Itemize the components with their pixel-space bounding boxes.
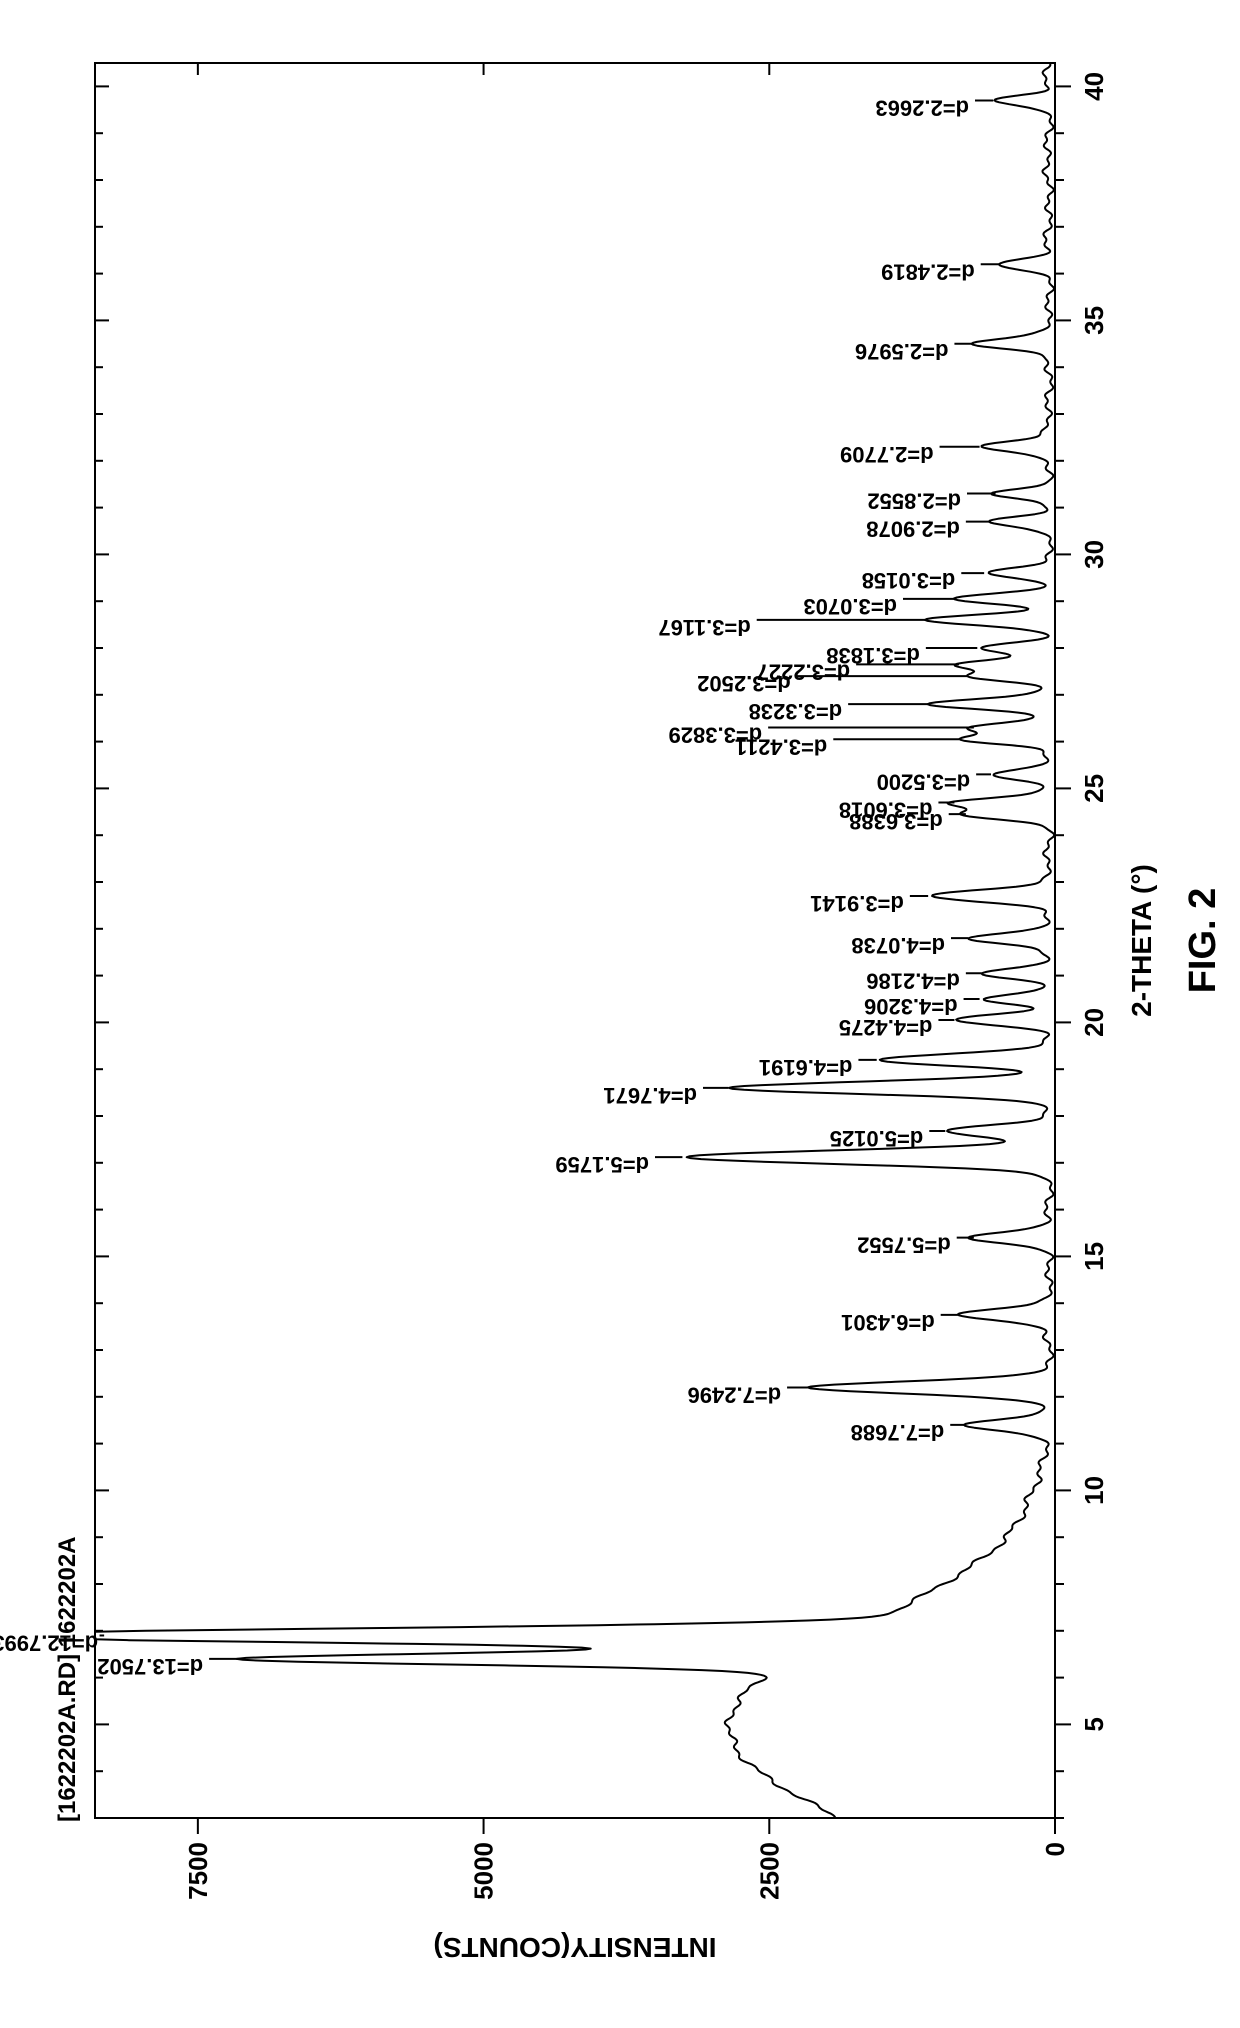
peak-d-label: d=2.7709 [840,442,934,467]
peak-d-label: d=7.7688 [851,1420,945,1445]
x-tick-label: 15 [1079,1242,1109,1271]
peak-d-label: d=4.2186 [866,968,960,993]
x-tick-label: 40 [1079,72,1109,101]
peak-d-label: d=12.7993 [0,1630,98,1655]
y-axis-label: INTENSITY(COUNTS) [433,1932,716,1963]
peak-d-label: d=3.9141 [810,891,904,916]
xrd-plot-svg: 5 10 15 20 25 30 35 40 2-THETA (°) 0 2500 5000 7500 I… [0,0,1240,2028]
peak-d-label: d=3.5200 [877,769,971,794]
y-tick-label: 2500 [754,1842,784,1900]
peak-d-label: d=3.3238 [749,699,843,724]
figure-caption: FIG. 2 [1182,888,1224,994]
peak-d-label: d=5.0125 [830,1126,924,1151]
x-axis-label: 2-THETA (°) [1126,864,1157,1017]
peak-d-label: d=4.6191 [759,1055,853,1080]
peak-d-label: d=2.8552 [867,489,961,514]
peak-d-label: d=3.0158 [862,568,956,593]
peak-d-label: d=4.3206 [864,994,958,1019]
source-label: [1622202A.RD] 1622202A [54,1536,81,1822]
peak-d-label: d=4.0738 [851,933,945,958]
peak-d-label: d=3.0703 [803,594,897,619]
x-tick-label: 35 [1079,306,1109,335]
peak-d-label: d=3.6018 [839,797,933,822]
x-tick-label: 25 [1079,774,1109,803]
x-tick-label: 20 [1079,1008,1109,1037]
figure-stage: 5 10 15 20 25 30 35 40 2-THETA (°) 0 2500 5000 7500 I… [0,0,1240,2028]
peak-d-label: d=4.7671 [603,1083,697,1108]
x-tick-label: 10 [1079,1476,1109,1505]
y-tick-label: 5000 [469,1842,499,1900]
peak-d-label: d=3.3829 [669,723,763,748]
x-tick-label: 30 [1079,540,1109,569]
peak-d-label: d=3.1838 [826,643,920,668]
peak-d-label: d=2.4819 [881,259,975,284]
peak-d-label: d=13.7502 [97,1654,203,1679]
y-tick-label: 0 [1040,1842,1070,1856]
peak-d-label: d=2.5976 [855,339,949,364]
peak-d-label: d=6.4301 [841,1310,935,1335]
peak-d-label: d=3.1167 [658,615,750,640]
x-tick-label: 5 [1079,1717,1109,1731]
peak-d-label: d=5.1759 [555,1152,649,1177]
peak-d-label: d=7.2496 [688,1382,782,1407]
peak-d-label: d=5.7552 [857,1233,951,1258]
y-tick-label: 7500 [183,1842,213,1900]
peak-d-label: d=2.2663 [875,95,969,120]
peak-d-label: d=2.9078 [866,517,960,542]
rotated-canvas: 5 10 15 20 25 30 35 40 2-THETA (°) 0 2500 5000 7500 I… [0,0,1240,2028]
